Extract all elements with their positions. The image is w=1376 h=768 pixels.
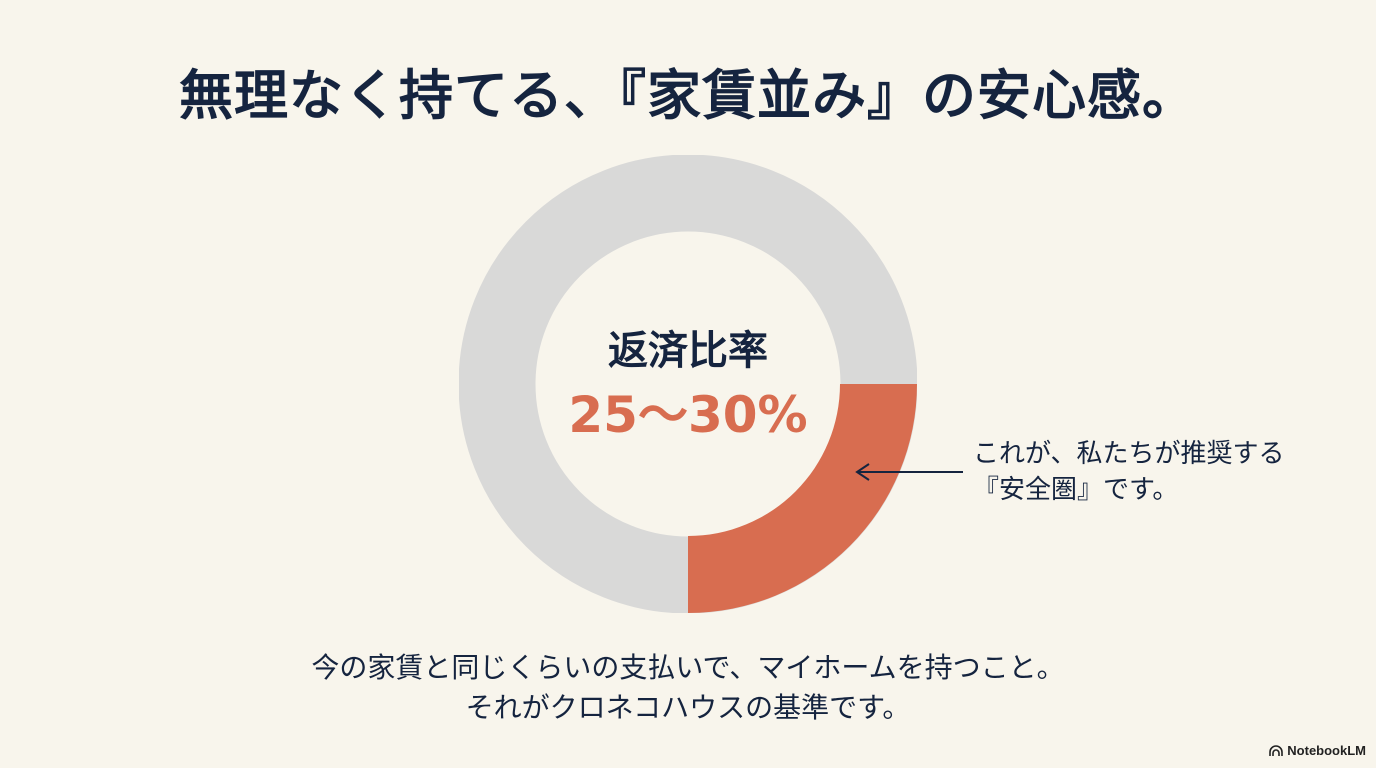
caption-line-2: それがクロネコハウスの基準です。 xyxy=(465,691,911,724)
callout-text: これが、私たちが推奨する 『安全圏』です。 xyxy=(973,436,1284,508)
brand-label: NotebookLM xyxy=(1287,743,1366,758)
callout-annotation: これが、私たちが推奨する 『安全圏』です。 xyxy=(855,436,1284,516)
donut-chart-graphic xyxy=(459,155,917,613)
callout-line-2: 『安全圏』です。 xyxy=(973,475,1179,505)
notebooklm-logo-icon xyxy=(1269,744,1284,756)
chart-center-value: 25〜30% xyxy=(568,386,808,444)
notebooklm-watermark: NotebookLM xyxy=(1269,743,1366,758)
donut-segment-highlight xyxy=(688,384,917,613)
donut-chart: 返済比率 25〜30% xyxy=(459,155,917,613)
chart-center-label: 返済比率 xyxy=(608,328,768,374)
arrow-left-icon xyxy=(855,463,963,481)
slide-title: 無理なく持てる、『家賃並み』の安心感。 xyxy=(179,64,1197,127)
callout-line-1: これが、私たちが推奨する xyxy=(973,439,1285,469)
caption-line-1: 今の家賃と同じくらいの支払いで、マイホームを持つこと。 xyxy=(311,651,1065,684)
slide-caption: 今の家賃と同じくらいの支払いで、マイホームを持つこと。 それがクロネコハウスの基… xyxy=(0,648,1376,728)
